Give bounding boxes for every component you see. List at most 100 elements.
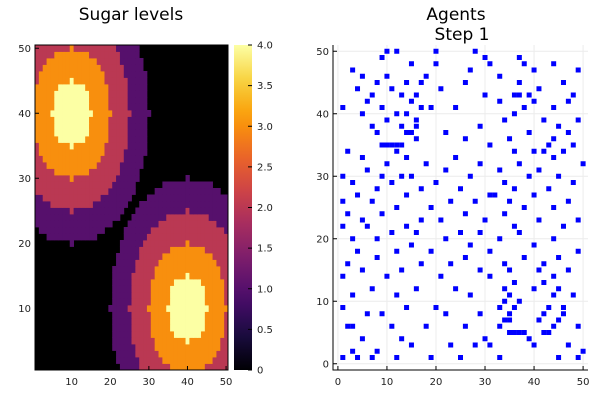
sugar-cell <box>173 233 179 241</box>
sugar-cell <box>131 71 136 78</box>
agent-point <box>433 48 439 54</box>
sugar-cell <box>204 279 210 286</box>
sugar-cell <box>216 272 221 280</box>
sugar-cell <box>65 194 71 202</box>
sugar-cell <box>181 363 186 371</box>
sugar-cell <box>224 201 229 208</box>
sugar-cell <box>200 344 206 351</box>
sugar-cell <box>166 207 171 215</box>
agent-point <box>521 205 527 210</box>
sugar-cell <box>65 45 71 52</box>
agent-point <box>521 61 527 67</box>
sugar-cell <box>220 357 225 364</box>
colorbar-tick-label: 1.5 <box>257 244 273 255</box>
sugar-cell <box>112 298 117 306</box>
sugar-cell <box>143 149 148 156</box>
sugar-cell <box>150 207 156 215</box>
sugar-cell <box>208 207 213 215</box>
sugar-cell <box>139 110 144 117</box>
agent-point <box>551 105 557 110</box>
sugar-cell <box>65 201 71 208</box>
sugar-cell <box>116 168 121 176</box>
sugar-cell <box>81 142 86 150</box>
sugar-cell <box>119 181 125 189</box>
sugar-cell <box>170 311 175 319</box>
sugar-cell <box>193 214 198 221</box>
sugar-cell <box>81 194 86 202</box>
sugar-cell <box>204 292 210 299</box>
sugar-cell <box>96 77 102 85</box>
agent-point <box>541 330 547 335</box>
agent-point <box>448 261 454 267</box>
sugar-cell <box>189 233 194 241</box>
agent-point <box>502 180 508 185</box>
agents-y-tick-label: 30 <box>316 172 329 183</box>
agent-point <box>369 198 375 204</box>
agent-point <box>541 280 547 285</box>
sugar-cell <box>166 259 171 267</box>
sugar-cell <box>104 64 109 72</box>
sugar-cell <box>204 324 210 332</box>
sugar-cell <box>143 90 148 98</box>
sugar-cell <box>131 45 136 52</box>
sugar-cell <box>162 214 167 221</box>
sugar-cell <box>89 84 94 91</box>
sugar-cell <box>146 194 152 202</box>
sugar-cell <box>170 292 175 299</box>
sugar-cell <box>224 227 229 234</box>
sugar-cell <box>89 162 94 169</box>
sugar-cell <box>62 116 67 124</box>
sugar-cell <box>135 58 140 65</box>
sugar-cell <box>73 188 78 195</box>
sugar-cell <box>131 181 136 189</box>
agent-point <box>502 117 508 123</box>
sugar-cell <box>112 71 117 78</box>
sugar-cell <box>42 142 47 150</box>
sugar-cell <box>154 311 159 319</box>
agent-point <box>345 323 351 329</box>
sugar-cell <box>150 363 156 371</box>
sugar-cell <box>46 155 51 163</box>
agent-point <box>507 267 513 273</box>
sugar-cell <box>131 97 136 104</box>
sugar-cell <box>197 207 202 215</box>
sugar-cell <box>131 64 136 72</box>
sugar-cell <box>123 58 129 65</box>
colorbar-tick-label: 0 <box>257 366 263 377</box>
agent-point <box>359 267 365 273</box>
sugar-cell <box>96 214 102 221</box>
sugar-cell <box>123 123 129 130</box>
sugar-cell <box>50 175 55 182</box>
sugar-cell <box>116 97 121 104</box>
sugar-cell <box>143 129 148 137</box>
sugar-cell <box>85 214 90 221</box>
sugar-cell <box>123 181 129 189</box>
sugar-cell <box>197 233 202 241</box>
agent-point <box>453 286 459 292</box>
sugar-cell <box>65 77 71 85</box>
agent-point <box>511 148 517 154</box>
sugar-cell <box>216 201 221 208</box>
sugar-cell <box>119 305 125 312</box>
sugar-cell <box>139 292 144 299</box>
agent-point <box>477 267 483 273</box>
sugar-cell <box>135 331 140 338</box>
agent-point <box>399 92 405 98</box>
agent-point <box>399 123 405 129</box>
sugar-cell <box>100 129 105 137</box>
sugar-cell <box>135 175 140 182</box>
sugar-cell <box>143 240 148 247</box>
sugar-cell <box>208 344 213 351</box>
sugar-cell <box>54 51 59 59</box>
sugar-cell <box>127 246 132 254</box>
sugar-cell <box>96 64 102 72</box>
sugar-cell <box>224 337 229 345</box>
sugar-cell <box>58 227 63 234</box>
sugar-cell <box>189 220 194 228</box>
sugar-cell <box>143 233 148 241</box>
sugar-cell <box>73 220 78 228</box>
sugar-cell <box>119 344 125 351</box>
sugar-cell <box>77 201 82 208</box>
sugar-cell <box>185 331 190 338</box>
sugar-cell <box>50 142 55 150</box>
